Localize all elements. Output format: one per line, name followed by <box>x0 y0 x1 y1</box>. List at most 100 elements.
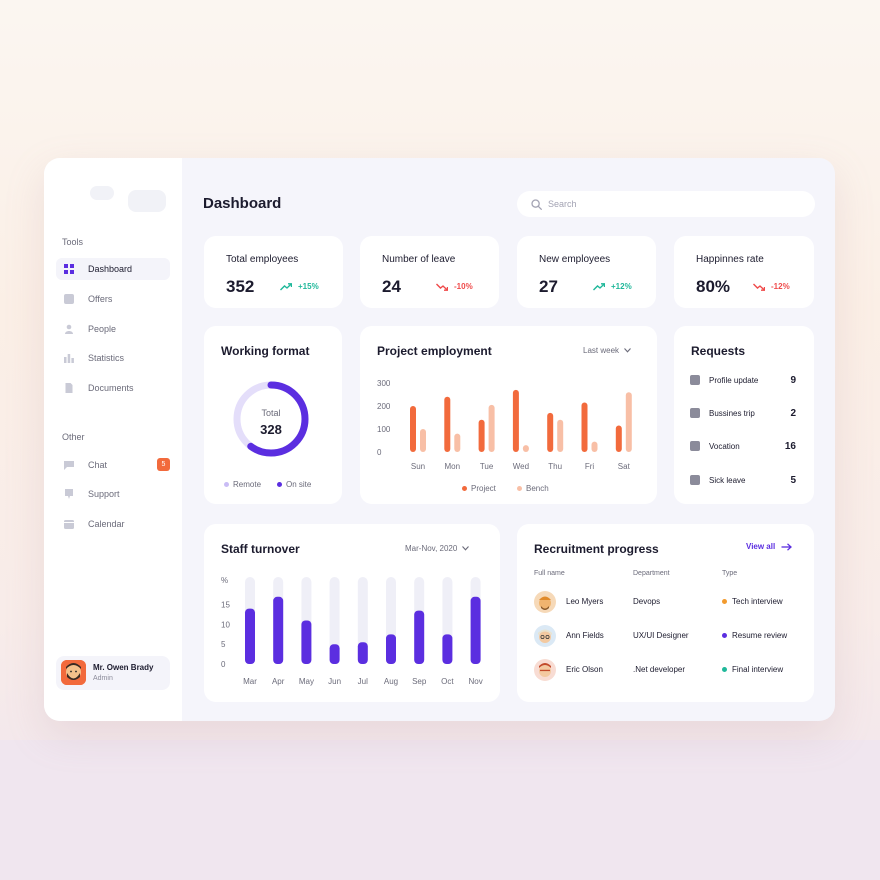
stat-card-total-employees: Total employees 352 +15% <box>204 236 343 308</box>
bar-turnover <box>470 596 481 664</box>
luggage-icon <box>690 441 700 451</box>
chat-badge: 5 <box>157 458 170 471</box>
arrow-right-icon <box>781 542 793 551</box>
bar-turnover <box>329 644 340 664</box>
bar-turnover <box>245 608 255 664</box>
sidebar-item-chat[interactable]: Chat 5 <box>56 454 170 476</box>
bar-bench <box>591 441 598 452</box>
x-tick-label: Thu <box>548 462 562 471</box>
user-role: Admin <box>93 675 113 682</box>
documents-icon <box>64 383 74 393</box>
bar-turnover <box>414 610 425 664</box>
user-profile[interactable]: Mr. Owen Brady Admin <box>56 656 170 690</box>
sidebar-item-people[interactable]: People <box>56 318 170 340</box>
logo-text <box>128 190 166 212</box>
tools-section-title: Tools <box>62 237 84 247</box>
sidebar-item-label: People <box>88 324 117 334</box>
request-row[interactable]: Profile update 9 <box>690 373 796 387</box>
request-count: 16 <box>784 440 796 452</box>
card-title: Working format <box>221 344 310 358</box>
x-tick-label: Jun <box>328 677 341 686</box>
other-section-title: Other <box>62 432 85 442</box>
people-icon <box>64 324 74 334</box>
sidebar-item-documents[interactable]: Documents <box>56 377 170 399</box>
stat-change: +12% <box>593 282 632 291</box>
trend-up-icon <box>593 282 605 290</box>
stat-value: 352 <box>226 277 255 296</box>
sidebar-item-label: Support <box>88 489 120 499</box>
sidebar-item-offers[interactable]: Offers <box>56 288 170 310</box>
sidebar-item-calendar[interactable]: Calendar <box>56 513 170 535</box>
stat-value: 27 <box>539 277 558 296</box>
legend-project: Project <box>462 484 496 493</box>
stat-title: Number of leave <box>382 254 456 265</box>
y-axis-label: % <box>221 576 228 585</box>
bar-turnover <box>386 634 396 664</box>
calendar-icon <box>64 519 74 529</box>
donut-slice-on-site <box>233 381 309 457</box>
stat-change: +15% <box>280 282 319 291</box>
stat-change: -12% <box>753 282 790 291</box>
search-input[interactable] <box>548 199 788 209</box>
search-icon <box>531 198 542 210</box>
stat-change: -10% <box>436 282 473 291</box>
sidebar: Tools Dashboard Offers People Statistics <box>44 158 182 721</box>
column-header-type: Type <box>722 570 738 577</box>
briefcase-icon <box>690 408 700 418</box>
stat-title: Total employees <box>226 254 299 265</box>
offers-icon <box>64 294 74 304</box>
chat-icon <box>64 460 74 470</box>
project-employment-card: Project employment Last week 0 100 200 300 S… <box>360 326 657 504</box>
stat-title: Happinnes rate <box>696 254 764 265</box>
request-count: 2 <box>790 407 796 419</box>
donut-total-value: 328 <box>260 422 282 437</box>
x-tick-label: Sat <box>618 462 631 471</box>
bar-bench <box>420 429 426 452</box>
stat-value: 80% <box>696 277 731 296</box>
app-window: Tools Dashboard Offers People Statistics <box>44 158 835 721</box>
x-tick-label: May <box>299 677 314 686</box>
avatar <box>534 659 556 681</box>
sidebar-item-statistics[interactable]: Statistics <box>56 347 170 369</box>
bar-turnover <box>301 620 312 664</box>
y-tick-label: 5 <box>221 640 226 649</box>
trend-down-icon <box>436 283 448 291</box>
request-row[interactable]: Vocation 16 <box>690 439 796 453</box>
view-all-link[interactable]: View all <box>746 542 793 551</box>
y-tick-label: 15 <box>221 601 230 610</box>
bar-turnover <box>442 634 453 664</box>
x-tick-label: Sep <box>412 677 427 686</box>
search-bar[interactable] <box>517 191 815 217</box>
bar-turnover <box>357 642 368 664</box>
background-band <box>0 740 880 880</box>
request-row[interactable]: Sick leave 5 <box>690 473 796 487</box>
candidate-type: Tech interview <box>722 597 783 606</box>
avatar <box>534 591 556 613</box>
chevron-down-icon <box>624 348 631 353</box>
bar-project <box>478 419 485 452</box>
y-tick-label: 0 <box>377 448 382 457</box>
recruitment-progress-card: Recruitment progress View all Full name … <box>517 524 814 702</box>
legend-on-site: On site <box>277 480 311 489</box>
column-header-name: Full name <box>534 570 565 577</box>
sidebar-item-label: Calendar <box>88 519 125 529</box>
home-icon <box>690 475 700 485</box>
candidate-department: UX/UI Designer <box>633 631 689 640</box>
bar-bench <box>454 433 461 452</box>
sidebar-item-dashboard[interactable]: Dashboard <box>56 258 170 280</box>
user-name: Mr. Owen Brady <box>93 663 154 672</box>
stat-change-value: +15% <box>298 282 319 291</box>
stat-change-value: -10% <box>454 282 473 291</box>
bar-project <box>512 389 519 452</box>
date-range-dropdown[interactable]: Mar-Nov, 2020 <box>405 544 470 553</box>
sidebar-item-label: Documents <box>88 383 134 393</box>
requests-card: Requests Profile update 9 Bussines trip … <box>674 326 814 504</box>
sidebar-item-support[interactable]: Support <box>56 483 170 505</box>
candidate-name: Eric Olson <box>566 665 603 674</box>
request-row[interactable]: Bussines trip 2 <box>690 406 796 420</box>
dashboard-icon <box>64 264 74 274</box>
last-week-dropdown[interactable]: Last week <box>583 346 631 355</box>
card-title: Project employment <box>377 344 492 358</box>
x-tick-label: Apr <box>272 677 285 686</box>
trend-up-icon <box>280 282 292 290</box>
